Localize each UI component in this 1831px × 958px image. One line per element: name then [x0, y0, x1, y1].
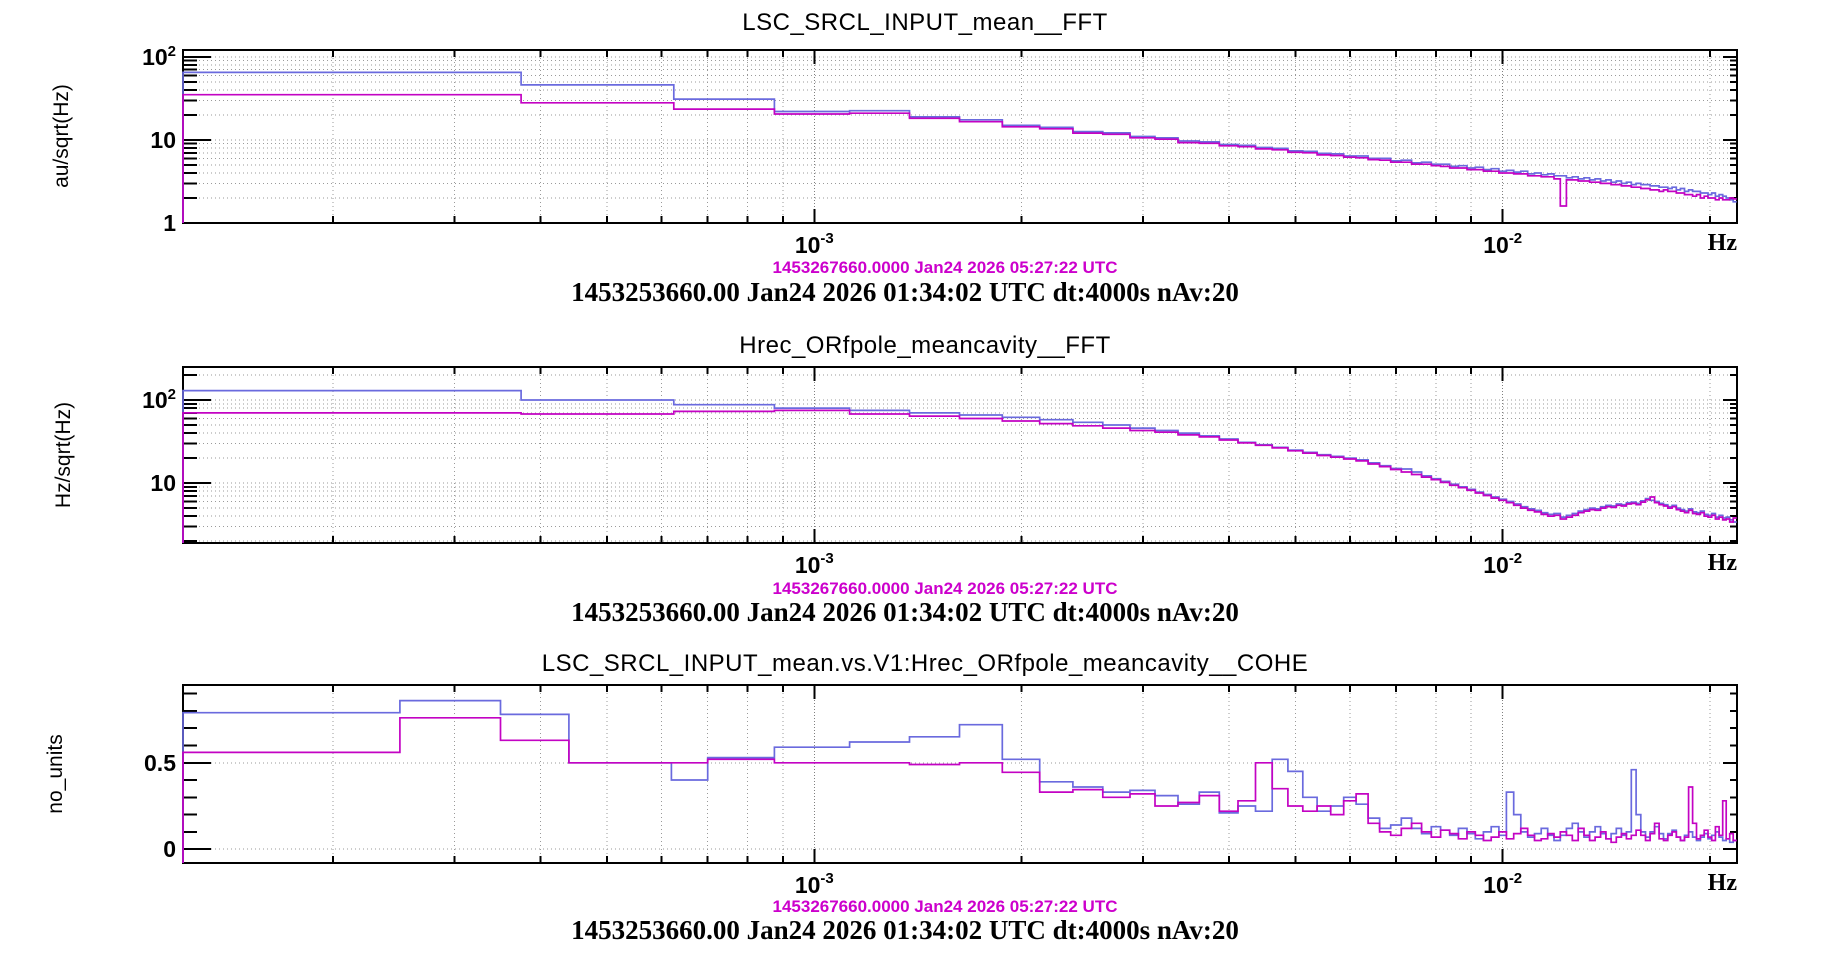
svg-text:102: 102: [142, 386, 176, 413]
panel3-time-info: 1453253660.00 Jan24 2026 01:34:02 UTC dt…: [571, 915, 1239, 945]
panel2-y-axis-label: Hz/sqrt(Hz): [52, 401, 75, 509]
panel3-y-axis-label: no_units: [44, 734, 67, 814]
svg-text:1: 1: [163, 210, 176, 236]
panel1-y-axis-label: au/sqrt(Hz): [50, 84, 73, 188]
svg-text:10-2: 10-2: [1483, 870, 1522, 898]
panel1-title: LSC_SRCL_INPUT_mean__FFT: [742, 9, 1108, 36]
svg-text:10-3: 10-3: [795, 870, 834, 898]
svg-text:10-3: 10-3: [795, 550, 834, 578]
panel2-cursor-timestamp: 1453267660.0000 Jan24 2026 05:27:22 UTC: [772, 579, 1118, 598]
svg-text:Hz: Hz: [1708, 550, 1738, 576]
panel1-cursor-timestamp: 1453267660.0000 Jan24 2026 05:27:22 UTC: [772, 258, 1118, 277]
panel2-title: Hrec_ORfpole_meancavity__FFT: [739, 332, 1111, 359]
svg-text:10: 10: [150, 470, 176, 496]
svg-text:10-2: 10-2: [1483, 230, 1522, 258]
svg-text:Hz: Hz: [1708, 230, 1738, 256]
svg-text:0.5: 0.5: [144, 750, 176, 776]
svg-text:0: 0: [163, 836, 176, 862]
panel3-title: LSC_SRCL_INPUT_mean.vs.V1:Hrec_ORfpole_m…: [541, 650, 1309, 677]
panel2-time-info: 1453253660.00 Jan24 2026 01:34:02 UTC dt…: [571, 597, 1239, 627]
panel1-time-info: 1453253660.00 Jan24 2026 01:34:02 UTC dt…: [571, 277, 1239, 307]
svg-text:102: 102: [142, 43, 176, 70]
svg-text:10-2: 10-2: [1483, 550, 1522, 578]
svg-text:10-3: 10-3: [795, 230, 834, 258]
svg-text:Hz: Hz: [1708, 870, 1738, 896]
panel3-cursor-timestamp: 1453267660.0000 Jan24 2026 05:27:22 UTC: [772, 897, 1118, 916]
svg-text:10: 10: [150, 127, 176, 153]
